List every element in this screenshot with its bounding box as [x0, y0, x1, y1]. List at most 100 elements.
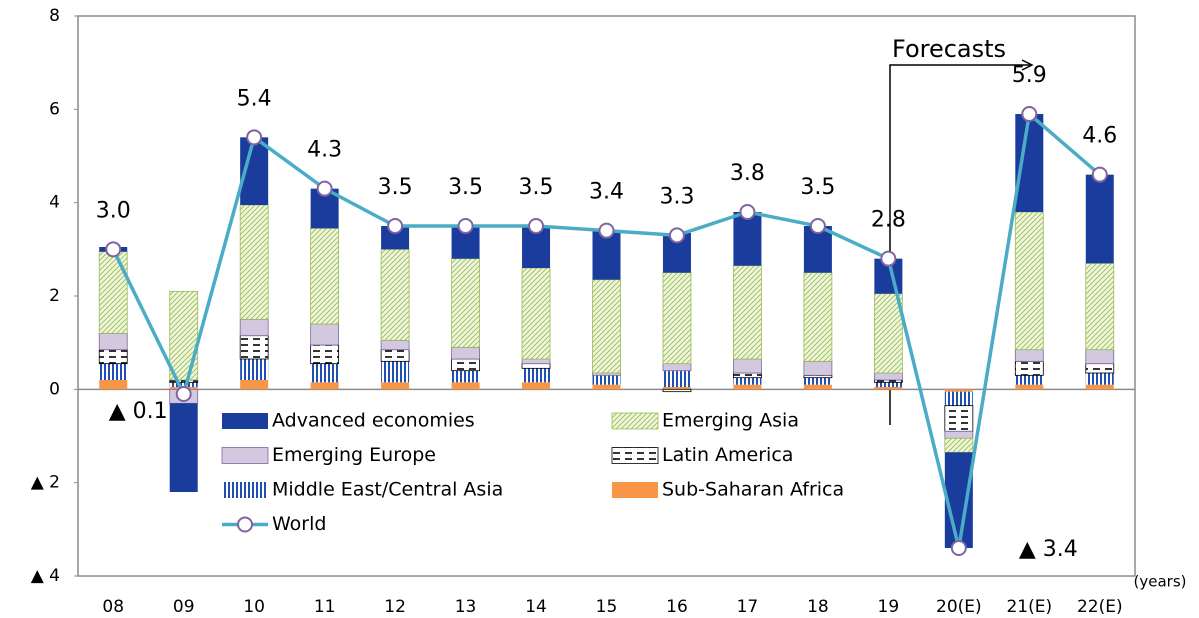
x-tick-label: 13	[455, 597, 477, 617]
legend-label: Latin America	[662, 444, 793, 466]
legend-marker	[237, 516, 253, 533]
world-marker	[1091, 166, 1108, 183]
bar-segment	[451, 358, 480, 372]
legend-label: World	[272, 513, 326, 535]
legend-swatch	[612, 482, 658, 498]
y-tick-label: 6	[49, 99, 60, 119]
bar-segment	[1015, 375, 1044, 385]
bar-segment	[873, 293, 903, 374]
bar-segment	[98, 349, 128, 365]
bar-segment	[451, 370, 480, 383]
bar-segment	[521, 358, 551, 365]
bar-segment	[592, 375, 621, 385]
bar-segment	[1014, 360, 1044, 376]
bar-segment	[98, 251, 128, 334]
y-tick-label: ▲ 2	[31, 473, 60, 493]
legend-swatch	[221, 447, 269, 464]
bar-segment	[1015, 114, 1044, 212]
value-label: 3.5	[800, 175, 835, 200]
bar-segment	[169, 403, 198, 492]
bar-segment	[592, 384, 621, 390]
bar-segment	[99, 363, 128, 380]
bar-segment	[310, 344, 340, 365]
value-label: 3.5	[448, 175, 483, 200]
bar-segment	[310, 227, 340, 325]
bar-segment	[1085, 349, 1115, 365]
bar-segment	[1015, 384, 1044, 390]
bar-segment	[451, 258, 480, 348]
value-label: 4.3	[307, 138, 342, 163]
value-label: 3.0	[96, 198, 131, 223]
bar-segment	[169, 382, 198, 387]
bar-segment	[874, 387, 903, 390]
legend-swatch	[222, 482, 268, 498]
value-label: 2.8	[871, 208, 906, 233]
world-marker	[246, 129, 263, 146]
bar-segment	[310, 363, 339, 383]
x-tick-label: 16	[666, 597, 688, 617]
legend-swatch	[611, 412, 659, 430]
bar-segment	[733, 372, 762, 379]
world-marker	[316, 180, 333, 197]
world-marker	[950, 540, 967, 556]
x-tick-label: 08	[102, 597, 124, 617]
bar-segment	[944, 430, 974, 439]
bar-segment	[1014, 349, 1044, 362]
bar-segment	[522, 382, 551, 390]
y-tick-label: ▲ 4	[31, 566, 60, 586]
y-tick-label: 4	[49, 193, 60, 213]
bar-segment	[1085, 384, 1114, 390]
y-tick-label: 0	[49, 379, 60, 399]
world-marker	[668, 227, 685, 244]
bar-segment	[239, 318, 269, 337]
bar-segment	[733, 265, 762, 360]
bar-segment	[381, 382, 410, 390]
bar-segment	[521, 267, 551, 360]
legend-label: Sub-Saharan Africa	[662, 479, 844, 501]
bar-segment	[592, 230, 621, 280]
bar-segment	[381, 226, 410, 250]
world-marker	[1021, 106, 1038, 122]
value-label: 3.5	[519, 175, 554, 200]
bar-segment	[381, 361, 410, 383]
world-marker	[387, 218, 404, 234]
bar-segment	[521, 363, 551, 369]
bar-segment	[1085, 174, 1114, 264]
x-tick-label: 21(E)	[1006, 597, 1052, 617]
legend-swatch	[222, 413, 268, 429]
bar-segment	[380, 349, 410, 362]
value-label: 3.8	[730, 161, 765, 186]
x-tick-label: 14	[525, 597, 547, 617]
bar-segment	[944, 452, 973, 548]
bar-segment	[592, 279, 621, 374]
value-label: 3.3	[659, 184, 694, 209]
forecast-arrow	[1021, 59, 1034, 71]
annotation: Forecasts	[892, 35, 1006, 63]
bar-segment	[99, 380, 128, 390]
x-tick-label: 22(E)	[1077, 597, 1123, 617]
value-label: 5.9	[1012, 63, 1047, 88]
x-unit: (years)	[1134, 573, 1187, 591]
bar-segment	[239, 204, 269, 320]
bar-segment	[451, 382, 480, 390]
bar-segment	[733, 384, 762, 390]
bar-segment	[380, 248, 410, 341]
bar-segment	[733, 212, 762, 266]
world-marker	[809, 218, 826, 234]
x-tick-label: 17	[737, 597, 759, 617]
legend-label: Advanced economies	[272, 410, 475, 432]
bar-segment	[1085, 363, 1115, 374]
world-marker	[739, 204, 756, 220]
bar-segment	[803, 384, 832, 390]
bar-segment	[733, 358, 762, 374]
bar-segment	[662, 272, 692, 365]
legend-swatch	[611, 447, 659, 464]
bar-segment	[944, 437, 974, 453]
world-marker	[880, 250, 897, 267]
bar-segment	[662, 387, 691, 390]
legend-label: Emerging Europe	[272, 444, 436, 466]
bar-segment	[1014, 211, 1044, 351]
x-tick-label: 10	[243, 597, 265, 617]
bar-segment	[662, 370, 691, 387]
